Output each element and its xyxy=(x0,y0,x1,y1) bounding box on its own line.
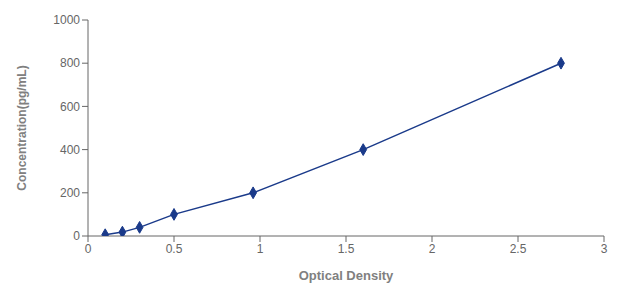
svg-text:1: 1 xyxy=(257,242,264,256)
svg-text:Optical Density: Optical Density xyxy=(299,268,394,283)
svg-text:0.5: 0.5 xyxy=(166,242,183,256)
svg-text:0: 0 xyxy=(85,242,92,256)
svg-text:0: 0 xyxy=(73,229,80,243)
svg-text:600: 600 xyxy=(60,100,80,114)
svg-text:Concentration(pg/mL): Concentration(pg/mL) xyxy=(15,65,29,190)
svg-text:1000: 1000 xyxy=(53,13,80,27)
svg-text:2.5: 2.5 xyxy=(510,242,527,256)
svg-text:3: 3 xyxy=(601,242,608,256)
svg-text:1.5: 1.5 xyxy=(338,242,355,256)
svg-text:200: 200 xyxy=(60,186,80,200)
svg-text:800: 800 xyxy=(60,56,80,70)
svg-text:400: 400 xyxy=(60,143,80,157)
svg-text:2: 2 xyxy=(429,242,436,256)
